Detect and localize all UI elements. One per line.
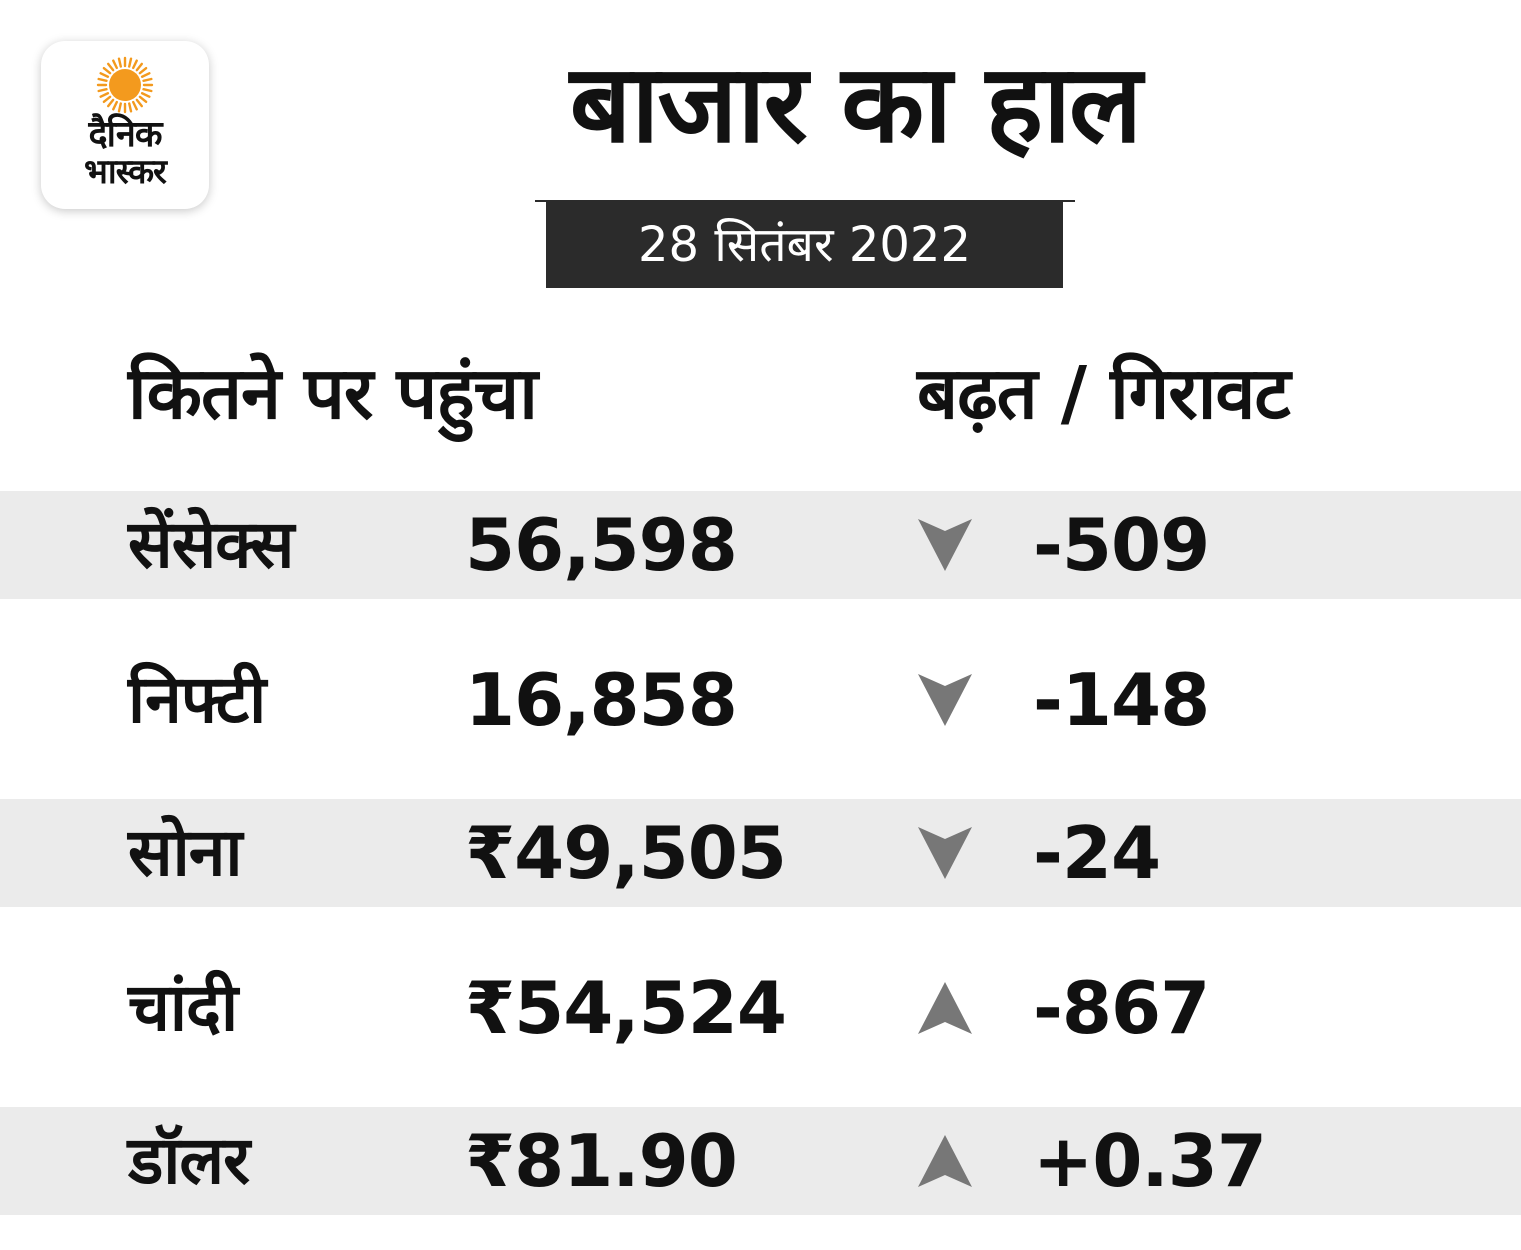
row-value: ₹81.90 (465, 1119, 738, 1203)
triangle-up-icon (916, 1107, 976, 1215)
table-row: चांदी ₹54,524 -867 (0, 954, 1521, 1062)
triangle-down-icon (916, 799, 976, 907)
triangle-up-icon (916, 954, 976, 1062)
row-value: 16,858 (465, 658, 738, 742)
row-label: सोना (128, 814, 242, 891)
table-row: डॉलर ₹81.90 +0.37 (0, 1107, 1521, 1215)
row-value: 56,598 (465, 503, 738, 587)
row-change: -509 (1033, 503, 1210, 587)
triangle-down-icon (916, 646, 976, 754)
sun-icon (96, 56, 154, 114)
page-title: बाजार का हाल (569, 42, 1143, 167)
row-change: -24 (1033, 811, 1161, 895)
logo-text-line1: दैनिक (88, 114, 162, 155)
logo-text-line2: भास्कर (84, 152, 167, 192)
header-change: बढ़त / गिरावट (917, 351, 1291, 435)
date-divider (535, 200, 1075, 202)
table-row: निफ्टी 16,858 -148 (0, 646, 1521, 754)
row-value: ₹49,505 (465, 811, 787, 895)
date-badge: 28 सितंबर 2022 (546, 202, 1063, 288)
table-row: सोना ₹49,505 -24 (0, 799, 1521, 907)
row-label: चांदी (128, 969, 238, 1046)
row-change: -867 (1033, 966, 1210, 1050)
table-row: सेंसेक्स 56,598 -509 (0, 491, 1521, 599)
row-label: डॉलर (128, 1122, 250, 1199)
row-change: +0.37 (1033, 1119, 1267, 1203)
dainik-bhaskar-logo: दैनिक भास्कर (41, 41, 209, 209)
row-change: -148 (1033, 658, 1210, 742)
row-label: निफ्टी (128, 661, 266, 738)
triangle-down-icon (916, 491, 976, 599)
row-label: सेंसेक्स (128, 506, 294, 583)
row-value: ₹54,524 (465, 966, 787, 1050)
header-value: कितने पर पहुंचा (128, 351, 538, 435)
